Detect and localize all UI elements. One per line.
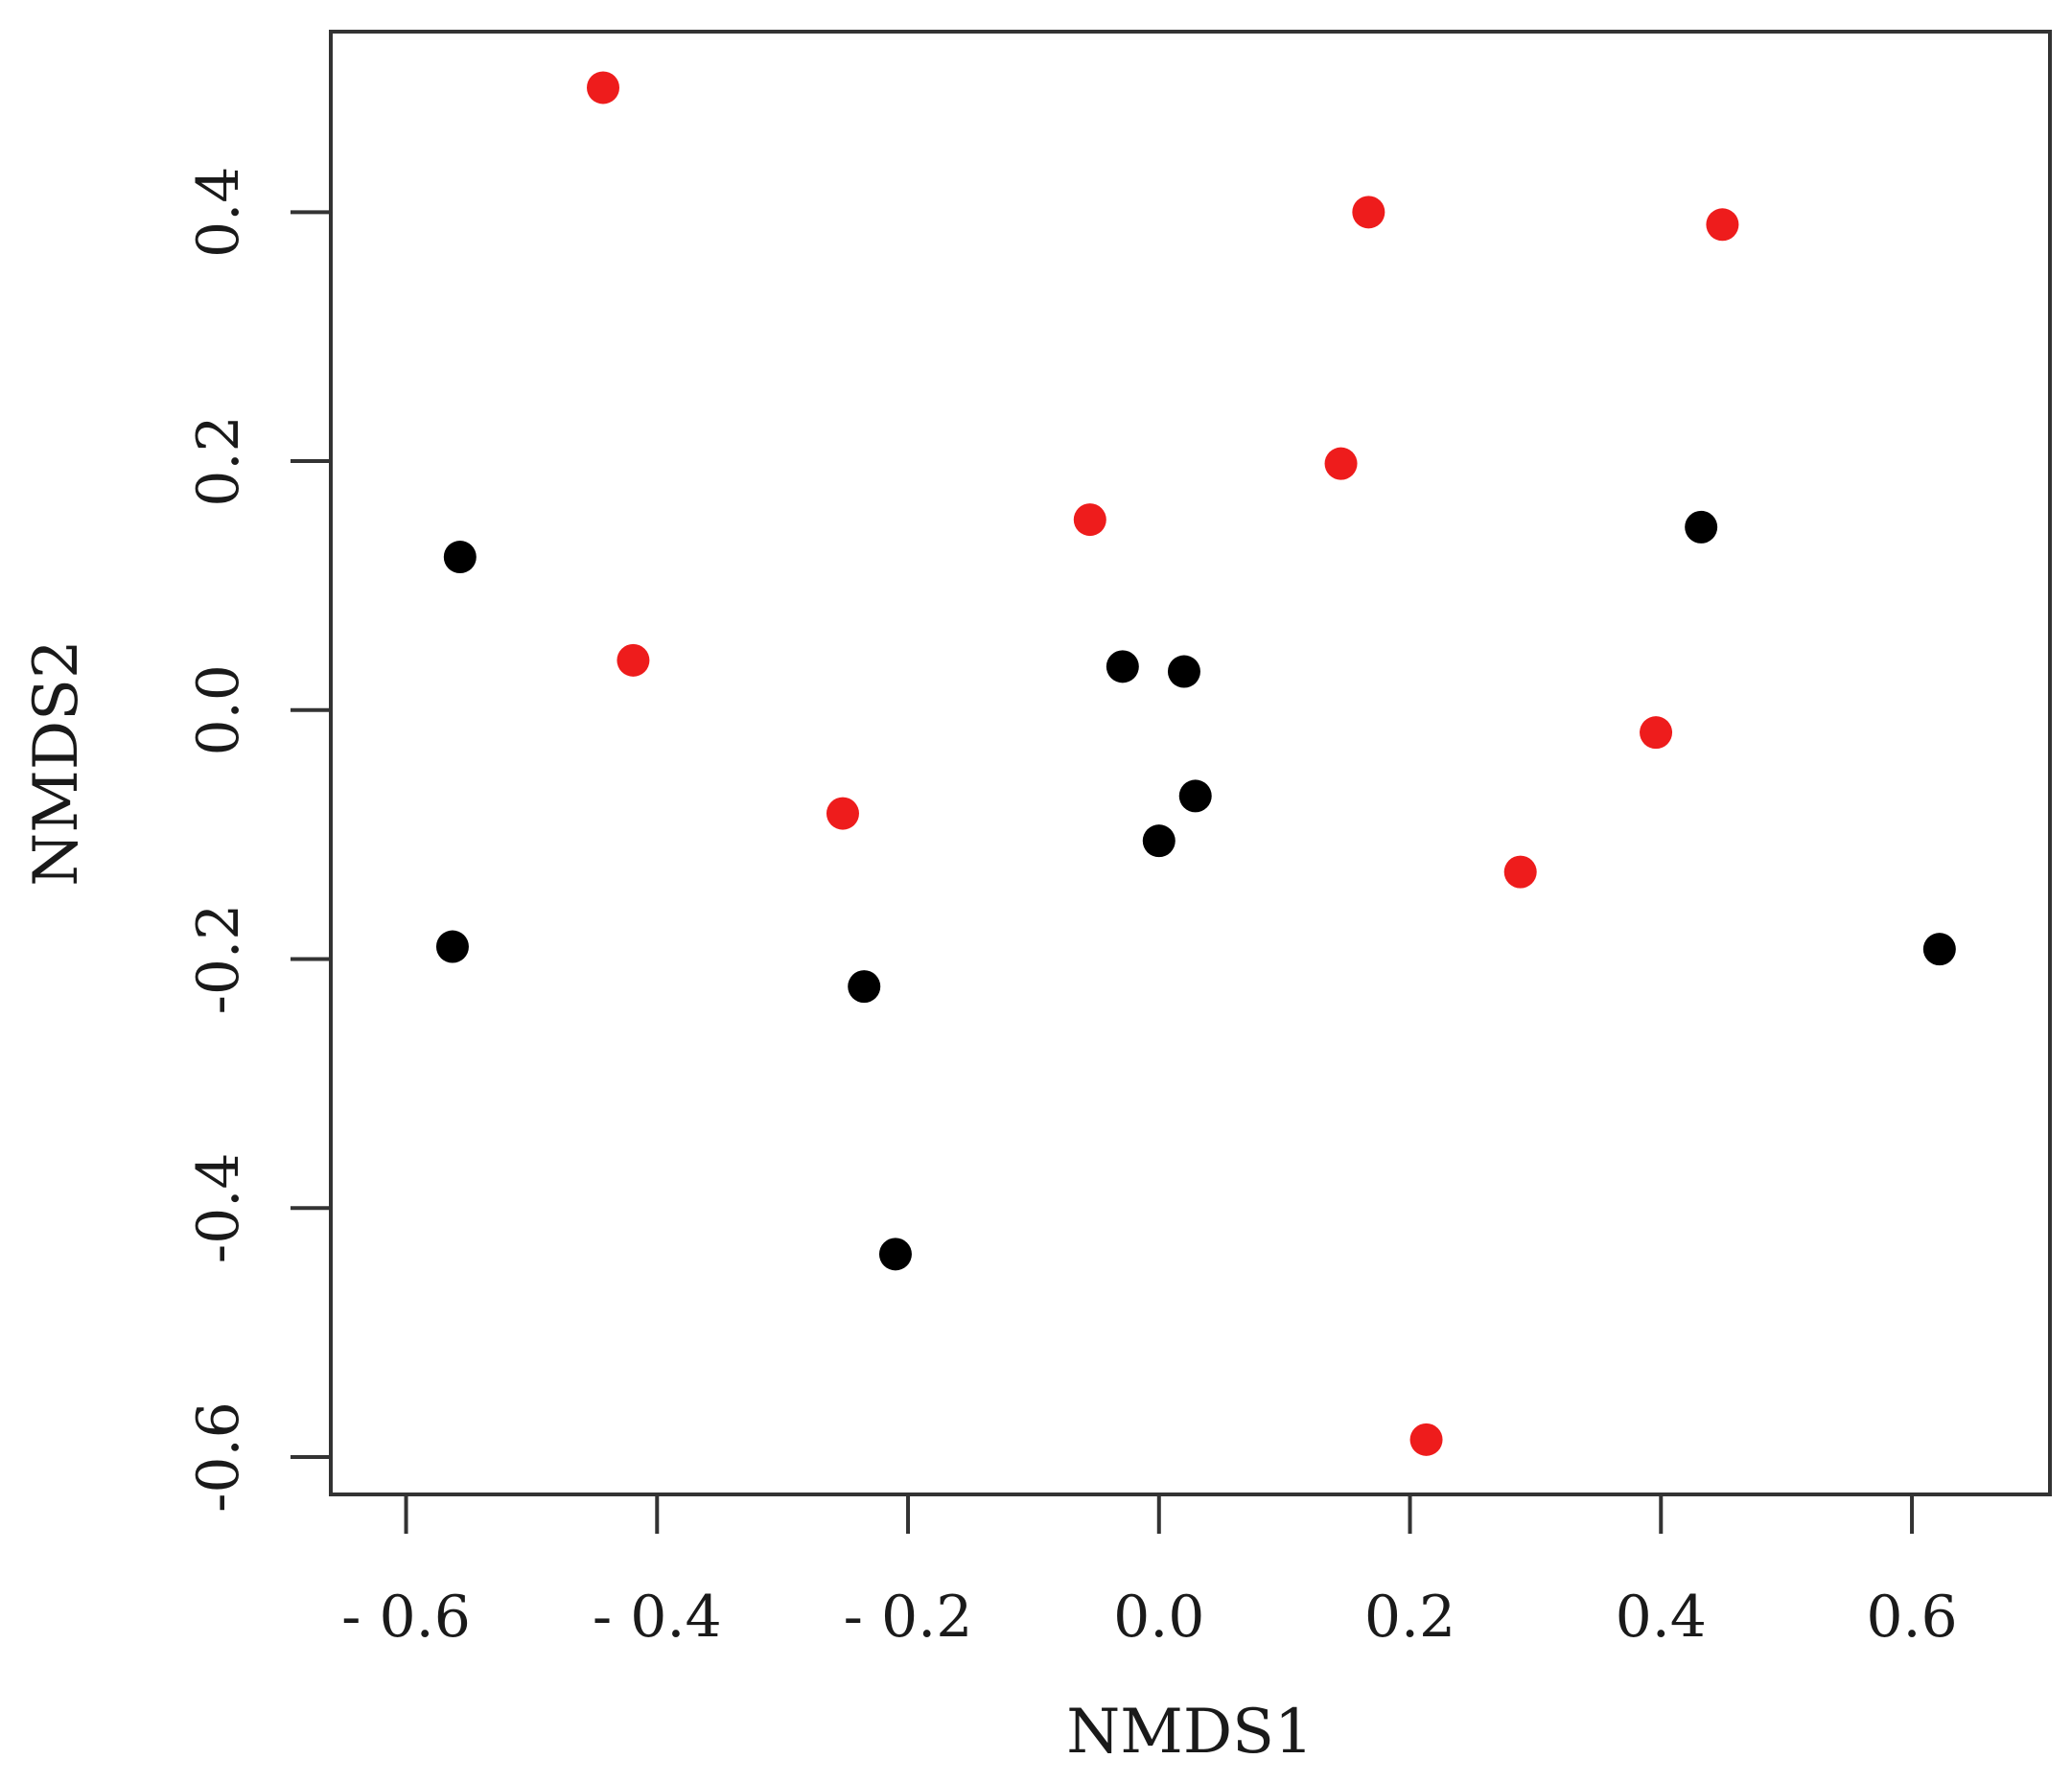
y-tick-label: -0.2 [185, 904, 252, 1015]
red-data-point [1352, 196, 1385, 229]
black-data-point [435, 930, 469, 963]
red-data-point [1706, 208, 1739, 242]
black-data-point [1106, 650, 1139, 683]
x-axis: - 0.6 - 0.4 - 0.2 0.0 0.2 0.4 0.6 [341, 1493, 1958, 1651]
red-data-point [1503, 855, 1537, 889]
y-tick-label: 0.2 [185, 415, 252, 506]
black-data-point [1922, 933, 1956, 966]
black-data-point [848, 970, 881, 1004]
x-tick-label: 0.6 [1866, 1584, 1957, 1651]
black-data-point [1178, 779, 1212, 813]
y-axis: -0.6 -0.4 -0.2 0.0 0.2 0.4 [185, 167, 333, 1513]
x-tick-label: - 0.6 [341, 1584, 471, 1651]
x-axis-title: NMDS1 [1066, 1697, 1313, 1768]
black-data-point [1685, 510, 1718, 544]
x-tick-label: 0.4 [1616, 1584, 1707, 1651]
data-points [435, 71, 1956, 1456]
x-tick-label: 0.2 [1364, 1584, 1455, 1651]
black-data-point [878, 1238, 912, 1271]
red-data-point [1073, 503, 1106, 537]
red-data-point [1324, 447, 1358, 480]
red-data-point [587, 71, 620, 104]
red-data-point [826, 797, 859, 830]
red-data-point [1640, 716, 1673, 750]
y-tick-label: -0.4 [185, 1152, 252, 1263]
x-tick-label: 0.0 [1113, 1584, 1204, 1651]
y-axis-title: NMDS2 [21, 639, 92, 886]
red-data-point [617, 643, 650, 677]
black-data-point [443, 541, 477, 574]
y-tick-label: -0.6 [185, 1401, 252, 1513]
x-tick-label: - 0.2 [844, 1584, 973, 1651]
black-data-point [1142, 824, 1176, 858]
black-data-point [1167, 655, 1200, 688]
y-tick-label: 0.0 [185, 664, 252, 755]
plot-frame [329, 30, 2052, 1496]
red-data-point [1409, 1423, 1443, 1456]
x-tick-label: - 0.4 [593, 1584, 722, 1651]
y-tick-label: 0.4 [185, 167, 252, 258]
